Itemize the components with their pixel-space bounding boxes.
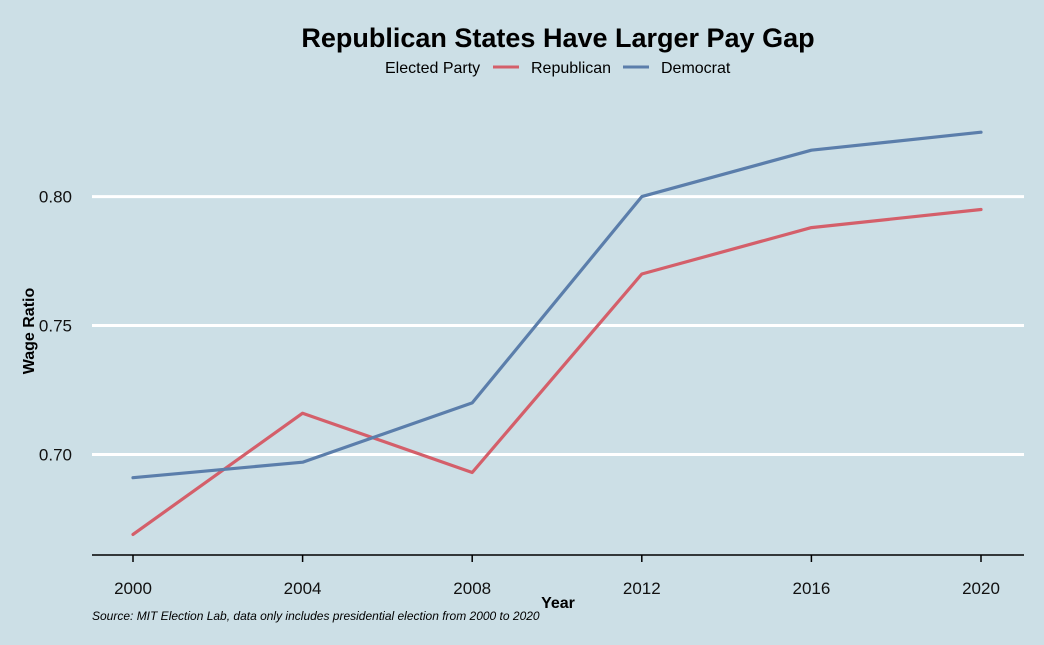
x-tick-label: 2020 <box>962 579 1000 598</box>
chart-title: Republican States Have Larger Pay Gap <box>301 23 814 53</box>
y-tick-label: 0.80 <box>39 188 72 207</box>
x-tick-label: 2008 <box>453 579 491 598</box>
y-tick-label: 0.70 <box>39 445 72 464</box>
series-line-republican <box>131 207 983 537</box>
series-line-democrat <box>131 130 983 480</box>
legend: Elected Party Republican Democrat <box>385 60 731 77</box>
legend-title: Elected Party <box>385 60 480 77</box>
x-axis-ticks: 2000 2004 2008 2012 2016 2020 <box>114 555 1000 598</box>
legend-label-republican: Republican <box>531 60 611 77</box>
x-tick-label: 2004 <box>284 579 322 598</box>
x-tick-label: 2012 <box>623 579 661 598</box>
x-tick-label: 2000 <box>114 579 152 598</box>
x-tick-label: 2016 <box>792 579 830 598</box>
legend-label-democrat: Democrat <box>661 60 731 77</box>
x-axis-title: Year <box>541 595 575 612</box>
y-tick-label: 0.75 <box>39 317 72 336</box>
y-axis-ticks: 0.70 0.75 0.80 <box>39 188 72 465</box>
gridlines <box>92 195 1024 456</box>
source-caption: Source: MIT Election Lab, data only incl… <box>92 609 540 623</box>
y-axis-title: Wage Ratio <box>21 288 38 375</box>
series-layer <box>131 130 983 537</box>
